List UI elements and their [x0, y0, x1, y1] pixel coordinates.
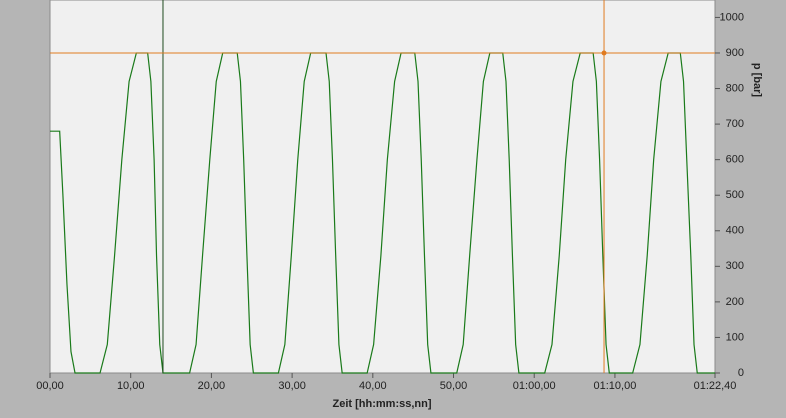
x-tick-label: 01:22,40 [694, 380, 737, 392]
y-axis-label: p [bar] [751, 63, 763, 98]
y-tick-label: 500 [726, 189, 744, 201]
x-axis-label: Zeit [hh:mm:ss,nn] [333, 398, 432, 410]
y-tick-label: 0 [738, 367, 744, 379]
x-tick-label: 01:00,00 [513, 380, 556, 392]
x-tick-label: 30,00 [278, 380, 306, 392]
x-tick-label: 01:10,00 [594, 380, 637, 392]
signal-line [50, 52, 715, 374]
y-tick-label: 100 [726, 331, 744, 343]
plot-area [49, 0, 716, 374]
y-tick-label: 400 [726, 225, 744, 237]
y-tick-label: 700 [726, 118, 744, 130]
y-tick-label: 200 [726, 296, 744, 308]
y-tick-label: 800 [726, 82, 744, 94]
y-tick-label: 300 [726, 260, 744, 272]
x-tick-label: 10,00 [117, 380, 145, 392]
y-tick-label: 1000 [720, 11, 744, 23]
y-tick-label: 900 [726, 47, 744, 59]
x-tick-label: 00,00 [36, 380, 64, 392]
x-tick-label: 20,00 [198, 380, 226, 392]
x-tick-label: 50,00 [440, 380, 468, 392]
x-tick-label: 40,00 [359, 380, 387, 392]
cursor-point [601, 50, 607, 56]
y-tick-label: 600 [726, 154, 744, 166]
